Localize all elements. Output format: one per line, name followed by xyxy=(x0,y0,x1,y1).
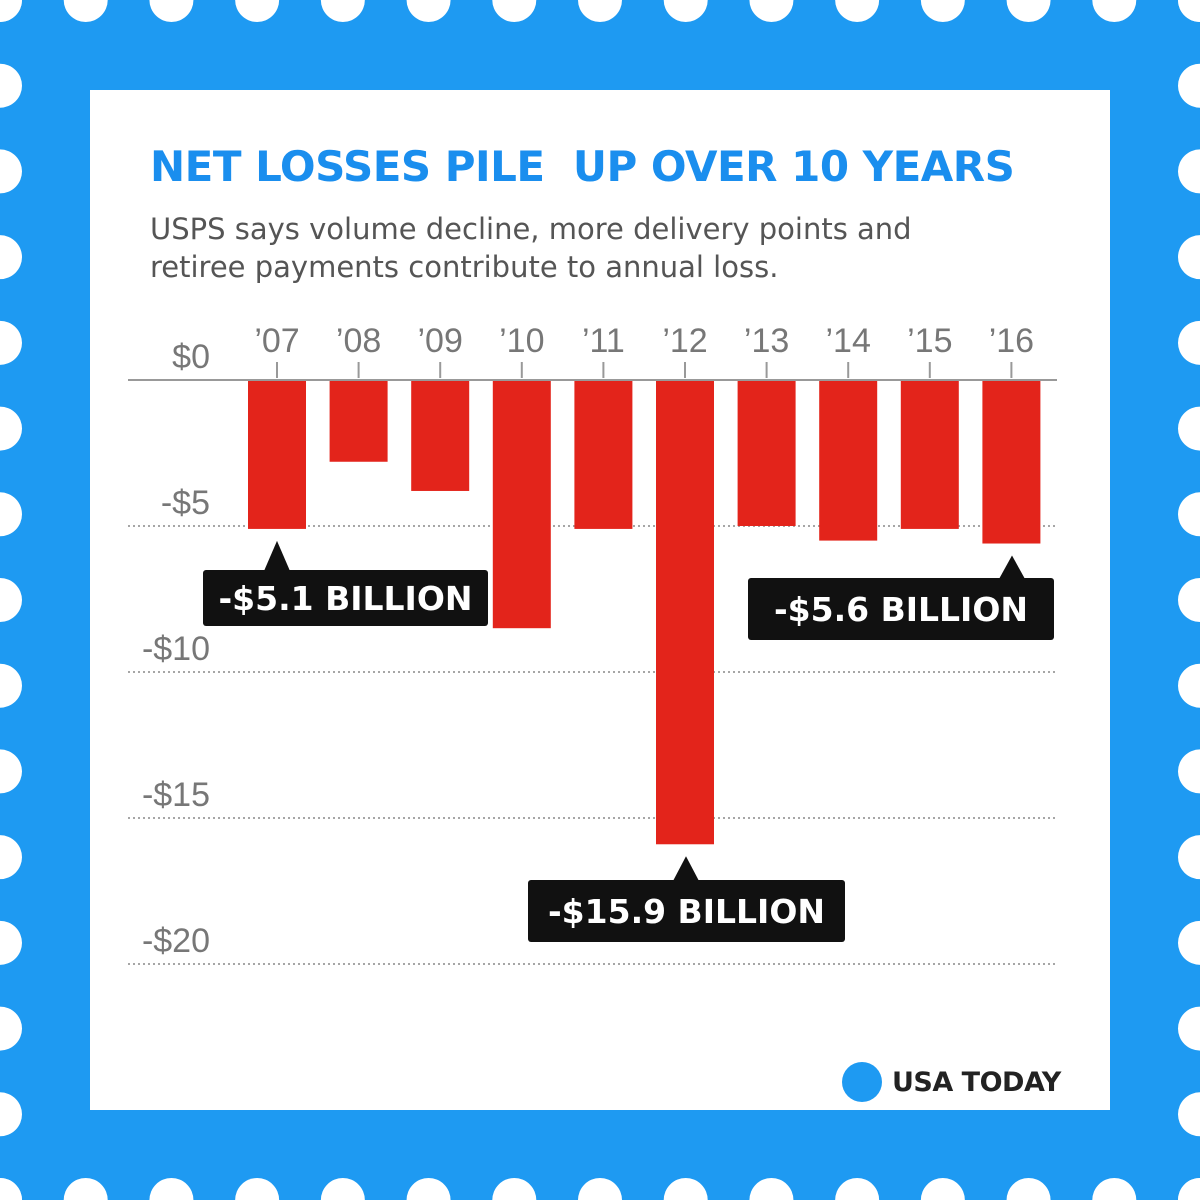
stamp-perforation xyxy=(1178,492,1200,537)
value-callout: -$15.9 BILLION xyxy=(528,856,845,942)
stamp-perforation xyxy=(406,1178,451,1200)
stamp-perforation xyxy=(0,492,22,537)
callout-pointer xyxy=(264,540,290,571)
stamp-perforation xyxy=(0,406,22,451)
stamp-perforation xyxy=(0,235,22,280)
bar xyxy=(656,380,714,845)
stamp-perforation xyxy=(920,1178,965,1200)
y-tick-label: -$20 xyxy=(142,922,210,960)
stamp-perforation xyxy=(235,0,280,22)
bar xyxy=(248,380,306,529)
stamp-perforation xyxy=(0,835,22,880)
x-tick-label: ’11 xyxy=(582,322,625,360)
stamp-perforation xyxy=(1092,1178,1137,1200)
callout-pointer xyxy=(999,555,1025,579)
brand-name: USA TODAY xyxy=(892,1066,1061,1098)
x-tick-label: ’09 xyxy=(418,322,463,360)
bar xyxy=(900,380,959,529)
chart-subtitle: USPS says volume decline, more delivery … xyxy=(150,212,912,284)
stamp-perforation xyxy=(1178,578,1200,622)
stamp-perforation xyxy=(920,0,965,22)
stamp-perforation xyxy=(492,0,537,22)
stamp-perforation xyxy=(0,0,22,22)
callout-label: -$5.1 BILLION xyxy=(218,579,472,618)
stamp-perforation xyxy=(0,320,22,365)
stamp-perforation xyxy=(0,1178,22,1200)
callout-label: -$15.9 BILLION xyxy=(548,892,825,931)
stamp-perforation xyxy=(0,63,22,108)
stamp-perforation xyxy=(406,0,451,22)
stamp-perforation xyxy=(1178,406,1200,451)
stamp-perforation xyxy=(1006,1178,1051,1200)
stamp-perforation xyxy=(1006,0,1051,22)
stamp-perforation xyxy=(0,749,22,794)
y-tick-label: -$15 xyxy=(142,776,210,814)
stamp-perforation xyxy=(749,1178,794,1200)
stamp-perforation xyxy=(663,0,708,22)
stamp-perforation xyxy=(578,1178,622,1200)
stamp-perforation xyxy=(1178,63,1200,108)
x-tick-label: ’12 xyxy=(662,322,707,360)
stamp-perforation xyxy=(492,1178,537,1200)
x-tick-label: ’15 xyxy=(907,322,952,360)
bar xyxy=(819,380,878,541)
bar xyxy=(329,380,388,462)
callout-label: -$5.6 BILLION xyxy=(774,590,1028,629)
stamp-perforation xyxy=(1178,835,1200,880)
stamp-perforation xyxy=(749,0,794,22)
stamp-perforation xyxy=(63,1178,108,1200)
stamp-perforation xyxy=(0,663,22,708)
callout-box xyxy=(203,570,488,626)
x-tick-label: ’07 xyxy=(254,322,299,360)
usa-today-dot-icon xyxy=(842,1062,882,1102)
x-tick-label: ’14 xyxy=(826,322,871,360)
bar xyxy=(492,380,551,629)
stamp-perforation xyxy=(149,0,194,22)
stamp-perforation xyxy=(1178,1006,1200,1051)
y-tick-label: -$5 xyxy=(161,484,210,522)
stamp-perforation xyxy=(149,1178,194,1200)
stamp-perforation xyxy=(63,0,108,22)
stamp-perforation xyxy=(320,1178,365,1200)
stamp-perforation xyxy=(0,1006,22,1051)
stamp-perforation xyxy=(835,0,880,22)
brand-logo: USA TODAY xyxy=(842,1062,1061,1102)
stamp-perforation xyxy=(0,1092,22,1137)
bar xyxy=(574,380,633,529)
stamp-perforation xyxy=(663,1178,708,1200)
stamp-perforation xyxy=(1178,663,1200,708)
value-callout: -$5.1 BILLION xyxy=(203,540,488,626)
stamp-perforation xyxy=(0,578,22,622)
stamp-perforation xyxy=(1178,235,1200,280)
callout-box xyxy=(528,880,845,942)
bar xyxy=(982,380,1041,544)
stamp-perforation xyxy=(1178,149,1200,194)
stamp-perforation xyxy=(835,1178,880,1200)
stamp-perforation xyxy=(1178,749,1200,794)
value-callout: -$5.6 BILLION xyxy=(748,555,1054,640)
stamp-perforation xyxy=(1178,320,1200,365)
bar xyxy=(737,380,796,526)
stamp-perforation xyxy=(235,1178,280,1200)
x-tick-label: ’10 xyxy=(499,322,544,360)
stamp-perforation xyxy=(578,0,622,22)
callout-pointer xyxy=(673,856,699,881)
stamp-perforation xyxy=(320,0,365,22)
stamp-perforation xyxy=(1178,920,1200,965)
x-tick-label: ’08 xyxy=(336,322,381,360)
stamp-perforation xyxy=(1178,1092,1200,1137)
x-tick-label: ’16 xyxy=(989,322,1034,360)
stamp-perforation xyxy=(1178,0,1200,22)
stamp-perforation xyxy=(0,920,22,965)
stamp-perforation xyxy=(1092,0,1137,22)
y-tick-label: $0 xyxy=(172,338,210,376)
bar xyxy=(411,380,470,491)
chart-title: NET LOSSES PILE UP OVER 10 YEARS xyxy=(150,142,1015,191)
callout-box xyxy=(748,578,1054,640)
x-tick-label: ’13 xyxy=(744,322,789,360)
stamp-perforation xyxy=(0,149,22,194)
stamp-perforation xyxy=(1178,1178,1200,1200)
y-tick-label: -$10 xyxy=(142,630,210,668)
